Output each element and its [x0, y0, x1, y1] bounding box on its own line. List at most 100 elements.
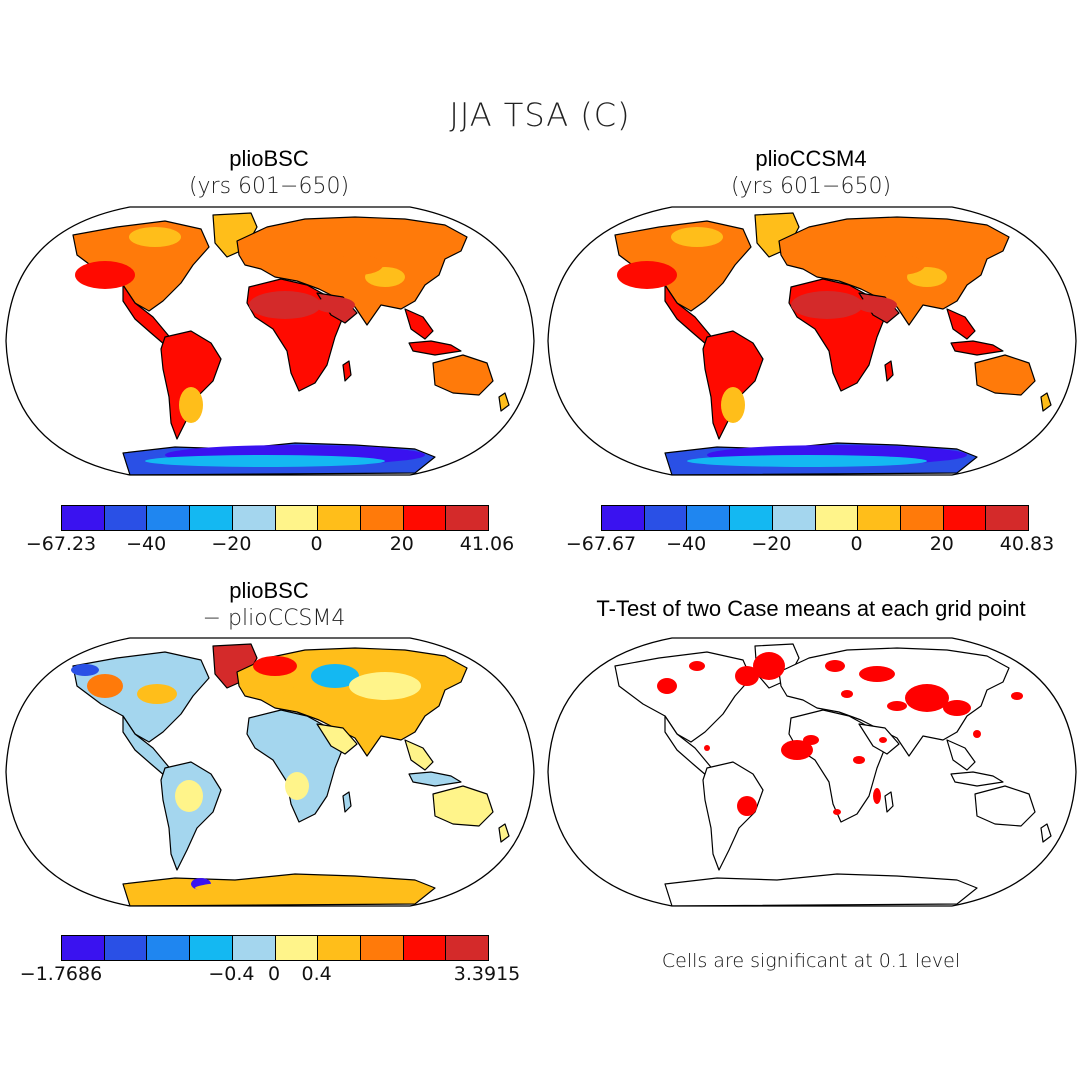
- significant-cell-cluster: [657, 678, 677, 694]
- significant-cell-cluster: [1011, 692, 1023, 700]
- field-patch: [129, 227, 181, 247]
- colorbar-tick-label: 20: [389, 533, 414, 555]
- colorbar-swatch: [772, 506, 816, 530]
- continent-madagascar: [884, 791, 894, 813]
- panel4-title: T-Test of two Case means at each grid po…: [596, 596, 1026, 621]
- field-patch: [873, 255, 925, 275]
- colorbar-swatch: [446, 936, 489, 960]
- map-frame: [5, 206, 535, 476]
- map-frame: [547, 206, 1077, 476]
- colorbar-tick-label: −1.7686: [19, 963, 103, 985]
- significant-cell-cluster: [704, 745, 710, 751]
- field-patch: [253, 656, 297, 676]
- field-patch: [311, 664, 359, 688]
- map-frame: [5, 637, 535, 907]
- colorbar-swatch: [147, 936, 191, 960]
- colorbar-tick-label: −67.67: [565, 533, 637, 555]
- colorbar-tick-label: −20: [211, 533, 252, 555]
- significant-cell-cluster: [853, 756, 865, 764]
- significant-cell-cluster: [753, 652, 785, 680]
- panel3-subtitle: − plioCCSM4: [202, 606, 346, 631]
- field-patch: [145, 455, 385, 467]
- continent-madagascar: [884, 360, 894, 382]
- field-patch: [671, 227, 723, 247]
- field-patch: [349, 672, 421, 700]
- continent-australia: [432, 785, 494, 827]
- panel2-map: [547, 206, 1077, 476]
- colorbar-swatch: [602, 506, 645, 530]
- significant-cell-cluster: [781, 740, 813, 760]
- continent-eurasia: [236, 647, 468, 757]
- colorbar-swatch: [104, 936, 148, 960]
- continent-seasia: [946, 739, 976, 771]
- colorbar-swatch: [858, 506, 901, 530]
- continent-africa: [246, 709, 344, 823]
- main-title: JJA TSA (C): [449, 96, 631, 134]
- colorbar-swatch: [147, 506, 191, 530]
- continent-namerica: [614, 651, 752, 743]
- colorbar-tick-label: 20: [929, 533, 954, 555]
- panel1-title: plioBSC: [229, 146, 309, 171]
- colorbar-swatch: [232, 936, 276, 960]
- field-patch: [857, 297, 897, 313]
- panel1-colorbar: [61, 505, 489, 531]
- colorbar-swatch: [403, 936, 447, 960]
- field-patch: [195, 880, 415, 896]
- continent-newzealand: [1040, 392, 1052, 412]
- significant-cell-cluster: [973, 730, 981, 738]
- continent-indonesia: [950, 771, 1004, 787]
- continent-madagascar: [342, 791, 352, 813]
- continent-indonesia: [408, 771, 462, 787]
- colorbar-swatch: [318, 936, 361, 960]
- colorbar-swatch: [360, 936, 404, 960]
- continent-seasia: [404, 308, 434, 340]
- colorbar-swatch: [943, 506, 987, 530]
- field-patch: [175, 780, 203, 812]
- field-patch: [75, 261, 135, 289]
- colorbar-swatch: [190, 936, 233, 960]
- colorbar-swatch: [815, 506, 859, 530]
- continent-seasia: [946, 308, 976, 340]
- colorbar-swatch: [644, 506, 688, 530]
- field-patch: [179, 387, 203, 423]
- panel2-colorbar: [601, 505, 1029, 531]
- colorbar-tick-label: −40: [666, 533, 707, 555]
- panel3-map: [5, 637, 535, 907]
- significant-cell-cluster: [879, 737, 887, 743]
- panel1-map: [5, 206, 535, 476]
- colorbar-tick-label: 41.06: [459, 533, 515, 555]
- significant-cell-cluster: [803, 735, 819, 745]
- field-patch: [71, 664, 99, 676]
- continent-arabia: [858, 723, 900, 755]
- field-patch: [249, 291, 321, 319]
- panel4-map: [547, 637, 1077, 907]
- colorbar-swatch: [104, 506, 148, 530]
- colorbar-tick-label: 0: [310, 533, 323, 555]
- significant-cell-cluster: [825, 660, 845, 672]
- field-patch: [331, 255, 383, 275]
- colorbar-swatch: [986, 506, 1029, 530]
- colorbar-swatch: [360, 506, 404, 530]
- colorbar-swatch: [318, 506, 361, 530]
- continent-indonesia: [950, 340, 1004, 356]
- continent-australia: [974, 785, 1036, 827]
- colorbar-tick-label: −40: [126, 533, 167, 555]
- field-patch: [283, 686, 327, 706]
- field-patch: [137, 684, 177, 704]
- continent-newzealand: [498, 823, 510, 843]
- colorbar-tick-label: 40.83: [999, 533, 1055, 555]
- colorbar-tick-label: −67.23: [25, 533, 97, 555]
- significant-cell-cluster: [737, 796, 757, 816]
- continent-samerica: [160, 761, 222, 871]
- panel3-colorbar: [61, 935, 489, 961]
- significant-cell-cluster: [943, 700, 971, 716]
- colorbar-swatch: [275, 936, 319, 960]
- colorbar-swatch: [62, 506, 105, 530]
- colorbar-swatch: [232, 506, 276, 530]
- colorbar-tick-label: −20: [751, 533, 792, 555]
- colorbar-swatch: [730, 506, 773, 530]
- colorbar-tick-label: 3.3915: [453, 963, 521, 985]
- significant-cell-cluster: [859, 666, 895, 682]
- field-patch: [721, 387, 745, 423]
- continent-newzealand: [498, 392, 510, 412]
